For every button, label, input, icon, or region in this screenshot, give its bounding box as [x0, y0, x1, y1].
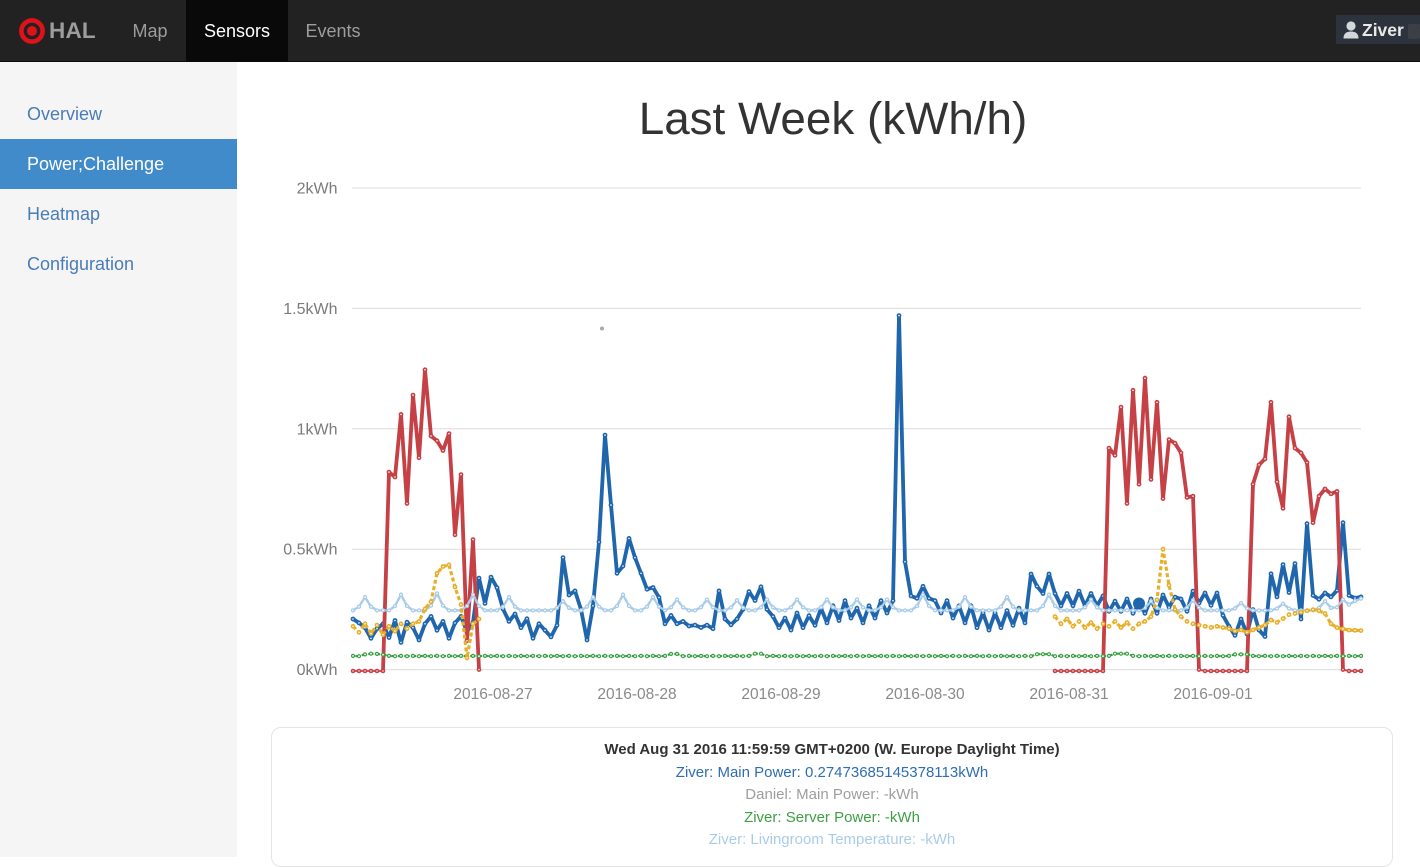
- svg-text:2016-09-01: 2016-09-01: [1173, 686, 1252, 703]
- svg-text:0.5kWh: 0.5kWh: [283, 542, 337, 559]
- svg-text:2kWh: 2kWh: [297, 181, 338, 198]
- svg-text:2016-08-29: 2016-08-29: [741, 686, 820, 703]
- svg-text:0kWh: 0kWh: [297, 662, 338, 679]
- svg-text:2016-08-27: 2016-08-27: [453, 686, 532, 703]
- svg-text:2016-08-31: 2016-08-31: [1029, 686, 1108, 703]
- svg-text:1.5kWh: 1.5kWh: [283, 301, 337, 318]
- svg-text:2016-08-30: 2016-08-30: [885, 686, 965, 703]
- svg-text:2016-08-28: 2016-08-28: [597, 686, 676, 703]
- svg-text:1kWh: 1kWh: [297, 421, 338, 438]
